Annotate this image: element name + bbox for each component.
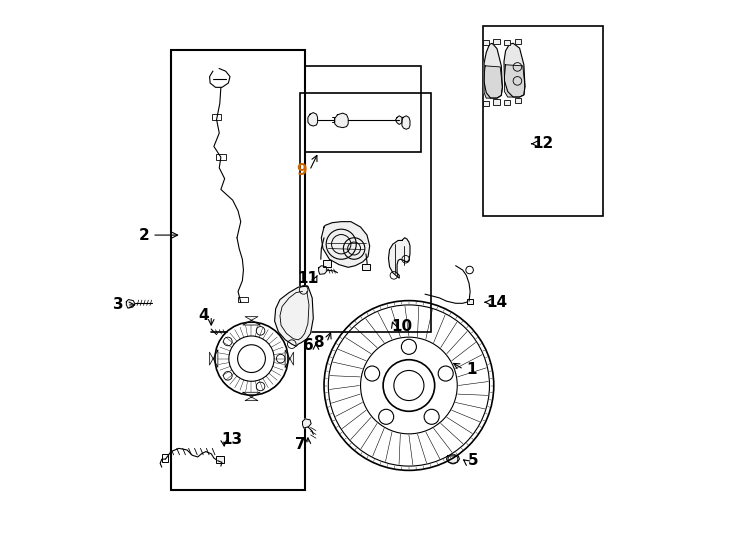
Text: 12: 12 <box>532 136 553 151</box>
Bar <box>238 297 248 302</box>
Bar <box>323 260 331 267</box>
Text: 6: 6 <box>302 338 313 353</box>
Bar <box>305 66 421 152</box>
Text: 3: 3 <box>114 298 124 313</box>
Polygon shape <box>243 392 260 401</box>
Bar <box>483 101 490 106</box>
Polygon shape <box>302 419 311 428</box>
Text: 7: 7 <box>294 437 305 452</box>
Text: 9: 9 <box>296 163 307 178</box>
Bar <box>515 39 521 44</box>
Text: 2: 2 <box>139 227 150 242</box>
Polygon shape <box>126 300 135 308</box>
Text: 13: 13 <box>221 431 242 447</box>
Polygon shape <box>243 316 260 325</box>
Bar <box>482 25 603 217</box>
Bar <box>171 50 305 490</box>
Polygon shape <box>446 456 459 463</box>
Text: 4: 4 <box>198 308 208 323</box>
Polygon shape <box>275 286 313 346</box>
Polygon shape <box>285 350 294 367</box>
Bar <box>493 99 500 105</box>
Bar <box>504 40 510 45</box>
Polygon shape <box>402 116 410 129</box>
Bar <box>300 93 432 332</box>
Polygon shape <box>335 113 348 127</box>
Bar <box>216 154 226 160</box>
Polygon shape <box>484 43 502 98</box>
Polygon shape <box>504 65 525 97</box>
Polygon shape <box>321 221 370 267</box>
Bar <box>211 113 222 120</box>
Text: 10: 10 <box>391 319 413 334</box>
Bar <box>483 40 490 45</box>
Bar <box>161 454 168 462</box>
Polygon shape <box>319 266 327 274</box>
Polygon shape <box>209 350 218 367</box>
Polygon shape <box>396 116 402 124</box>
Bar <box>362 264 370 270</box>
Polygon shape <box>484 66 502 98</box>
Text: 5: 5 <box>468 453 478 468</box>
Bar <box>493 39 500 44</box>
Polygon shape <box>388 238 410 278</box>
Polygon shape <box>308 113 318 126</box>
Bar <box>504 100 510 105</box>
Text: 1: 1 <box>467 362 477 377</box>
Polygon shape <box>504 43 525 97</box>
Bar <box>515 98 521 104</box>
Text: 8: 8 <box>313 335 324 350</box>
Text: 14: 14 <box>486 295 507 310</box>
Bar <box>467 299 473 305</box>
Bar <box>216 456 224 463</box>
Text: 11: 11 <box>297 271 319 286</box>
